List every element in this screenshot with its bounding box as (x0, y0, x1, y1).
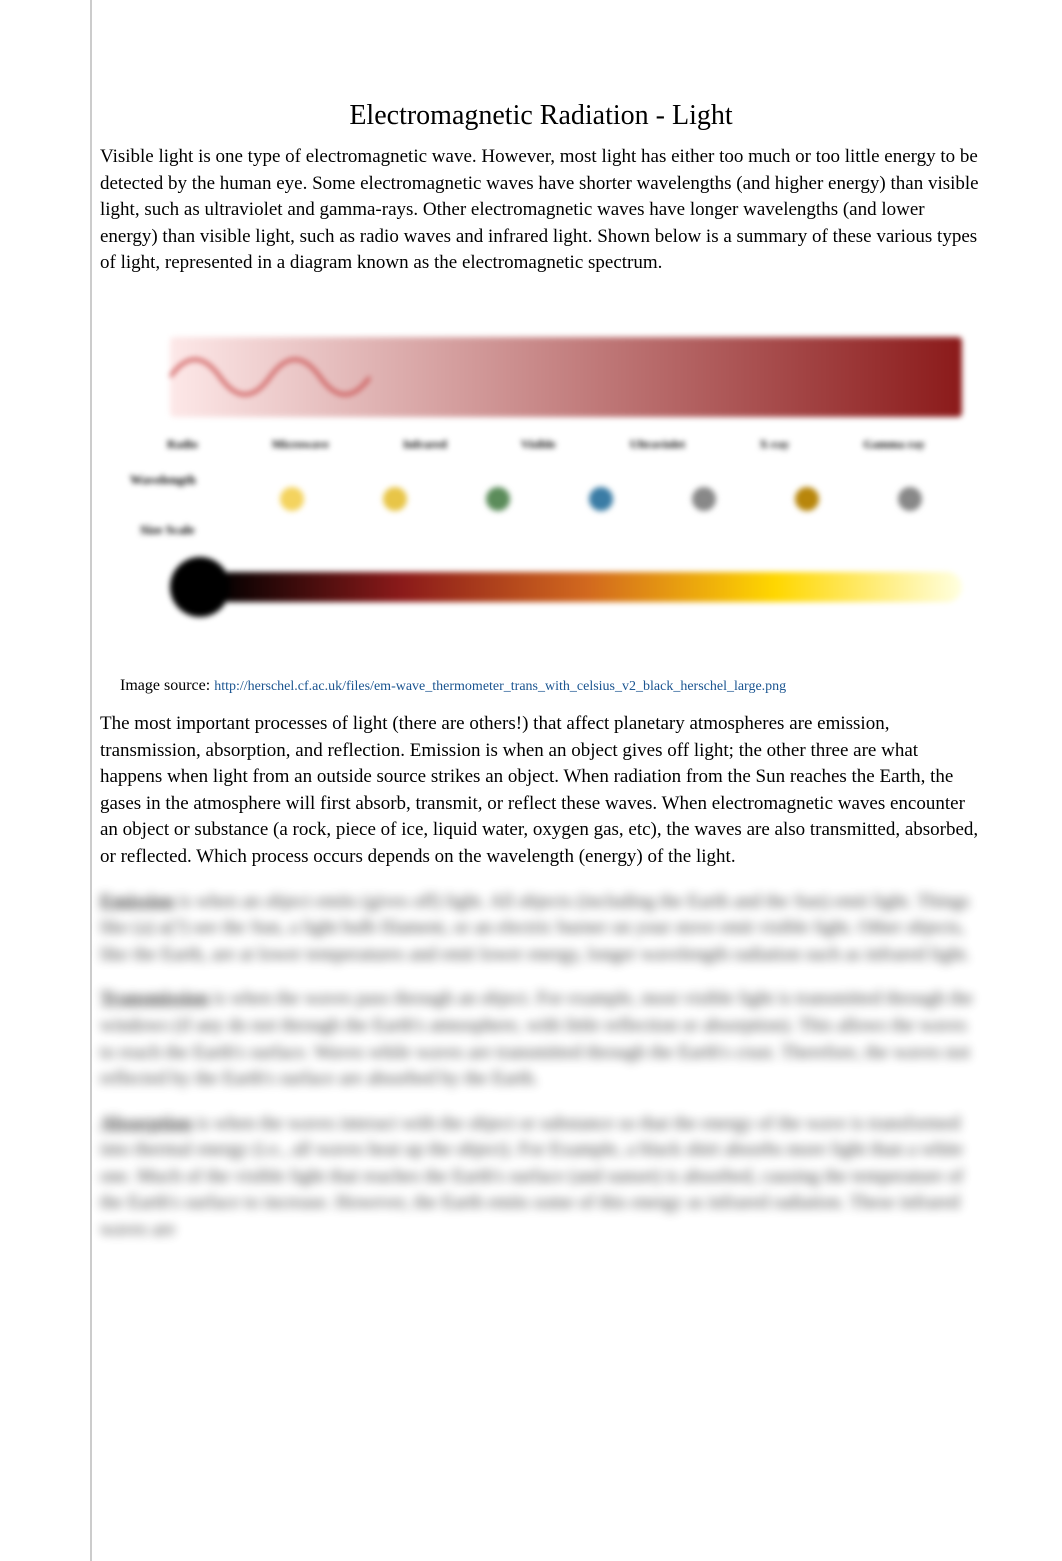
sizescale-icon (280, 487, 304, 511)
spectrum-label: Infrared (403, 437, 447, 452)
spectrum-label: Radio (167, 437, 198, 452)
absorption-paragraph: Absorption is when the waves interact wi… (100, 1111, 982, 1244)
absorption-term: Absorption (100, 1113, 192, 1134)
blurred-content-region: Emission is when an object emits (gives … (100, 889, 982, 1244)
spectrum-label: Visible (521, 437, 556, 452)
page-title: Electromagnetic Radiation - Light (100, 100, 982, 132)
sizescale-icon (898, 487, 922, 511)
intro-paragraph: Visible light is one type of electromagn… (100, 144, 982, 277)
transmission-paragraph: Transmission is when the waves pass thro… (100, 986, 982, 1092)
sizescale-icon (486, 487, 510, 511)
absorption-body: is when the waves interact with the obje… (100, 1113, 963, 1240)
em-spectrum-diagram: Radio Microwave Infrared Visible Ultraviolet… (100, 297, 982, 657)
processes-paragraph: The most important processes of light (t… (100, 711, 982, 871)
wavelength-axis-label: Wavelength (130, 472, 196, 488)
sizescale-axis-label: Size Scale (140, 522, 195, 538)
spectrum-label: Ultraviolet (630, 437, 685, 452)
thermometer-graphic (170, 557, 962, 617)
page-margin-line (90, 0, 92, 1561)
emission-body: is when an object emits (gives off) ligh… (100, 891, 970, 965)
spectrum-label: Microwave (272, 437, 329, 452)
source-prefix-label: Image source: (120, 677, 210, 694)
source-url-link[interactable]: http://herschel.cf.ac.uk/files/em-wave_t… (214, 679, 786, 694)
spectrum-label: Gamma ray (863, 437, 925, 452)
emission-paragraph: Emission is when an object emits (gives … (100, 889, 982, 969)
sizescale-icon (795, 487, 819, 511)
sizescale-icons-row (240, 487, 962, 527)
sizescale-icon (383, 487, 407, 511)
image-source-line: Image source: http://herschel.cf.ac.uk/f… (120, 677, 982, 695)
transmission-body: is when the waves pass through an object… (100, 988, 973, 1089)
sizescale-icon (692, 487, 716, 511)
wave-curve-icon (170, 337, 370, 417)
spectrum-label: X-ray (759, 437, 789, 452)
transmission-term: Transmission (100, 988, 208, 1009)
emission-term: Emission (100, 891, 174, 912)
spectrum-labels-row: Radio Microwave Infrared Visible Ultraviolet… (130, 437, 962, 452)
thermometer-bulb (170, 557, 230, 617)
thermometer-tube (215, 572, 962, 602)
sizescale-icon (589, 487, 613, 511)
